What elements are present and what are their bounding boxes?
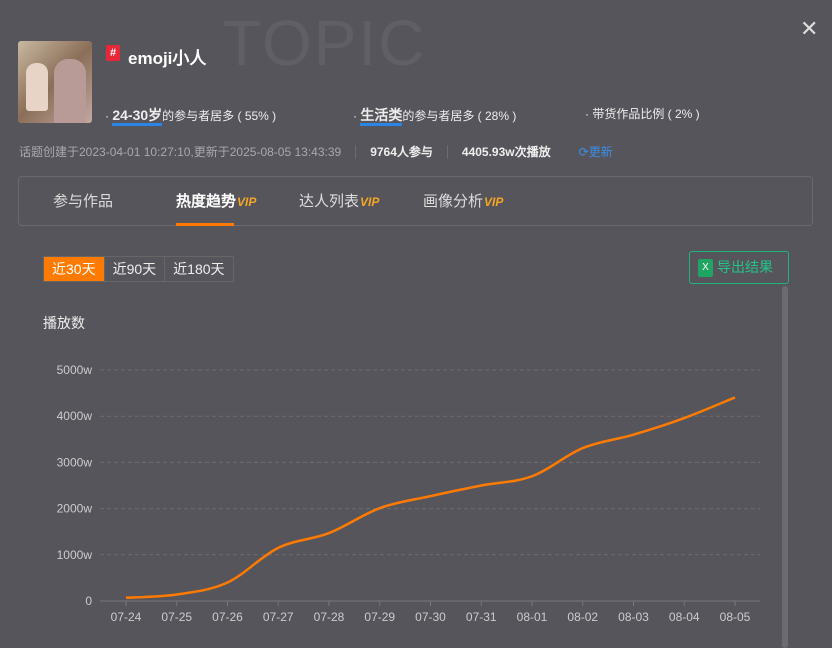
created-time: 话题创建于2023-04-01 10:27:10,更新于2025-08-05 1… [19, 145, 342, 159]
hashtag-icon: # [106, 45, 120, 61]
tab-trend[interactable]: 热度趋势VIP [176, 190, 256, 226]
range-90-days[interactable]: 近90天 [105, 257, 166, 281]
y-tick-label: 5000w [57, 363, 93, 377]
range-30-days[interactable]: 近30天 [44, 257, 105, 281]
scrollbar[interactable] [782, 286, 788, 648]
x-tick-label: 08-01 [517, 610, 548, 624]
stat-category: · 生活类的参与者居多 ( 28% ) [353, 105, 516, 126]
x-tick-label: 07-29 [364, 610, 395, 624]
refresh-button[interactable]: ⟳更新 [578, 145, 613, 159]
tab-works[interactable]: 参与作品 [53, 193, 114, 210]
x-tick-label: 08-04 [669, 610, 700, 624]
watermark: TOPIC [222, 7, 427, 79]
series-line-plays [125, 396, 736, 600]
stat-age: · 24-30岁的参与者居多 ( 55% ) [105, 105, 276, 126]
export-button[interactable]: X 导出结果 [689, 251, 789, 284]
x-tick-label: 07-25 [161, 610, 192, 624]
participants-count: 9764人参与 [370, 145, 433, 159]
y-tick-label: 0 [85, 594, 92, 608]
topic-meta-row: 话题创建于2023-04-01 10:27:10,更新于2025-08-05 1… [19, 143, 613, 160]
x-tick-label: 07-26 [212, 610, 243, 624]
close-icon[interactable]: ✕ [800, 16, 819, 41]
x-tick-label: 07-28 [314, 610, 345, 624]
x-tick-label: 08-02 [567, 610, 598, 624]
range-180-days[interactable]: 近180天 [173, 261, 225, 277]
topic-title: emoji小人 [128, 49, 207, 68]
refresh-icon: ⟳ [578, 145, 589, 159]
excel-icon: X [698, 259, 713, 278]
divider [355, 144, 357, 159]
x-tick-label: 08-03 [618, 610, 649, 624]
y-tick-label: 2000w [57, 502, 93, 516]
tab-creators[interactable]: 达人列表VIP [299, 193, 380, 210]
tab-bar: 参与作品 热度趋势VIP 达人列表VIP 画像分析VIP [18, 176, 813, 226]
tab-profile[interactable]: 画像分析VIP [423, 193, 504, 210]
y-tick-label: 4000w [57, 409, 93, 423]
x-tick-label: 07-27 [263, 610, 294, 624]
topic-cover-image [18, 41, 92, 123]
x-tick-label: 08-05 [720, 610, 751, 624]
play-count: 4405.93w次播放 [461, 145, 551, 159]
divider [446, 144, 448, 159]
x-tick-label: 07-24 [111, 610, 142, 624]
x-tick-label: 07-31 [466, 610, 497, 624]
y-tick-label: 1000w [57, 548, 93, 562]
y-tick-label: 3000w [57, 455, 93, 469]
y-axis-title: 播放数 [43, 315, 85, 331]
date-range-selector: 近30天 近90天 近180天 [43, 256, 234, 282]
stat-commerce: · 带货作品比例 ( 2% ) [585, 107, 700, 121]
x-tick-label: 07-30 [415, 610, 446, 624]
